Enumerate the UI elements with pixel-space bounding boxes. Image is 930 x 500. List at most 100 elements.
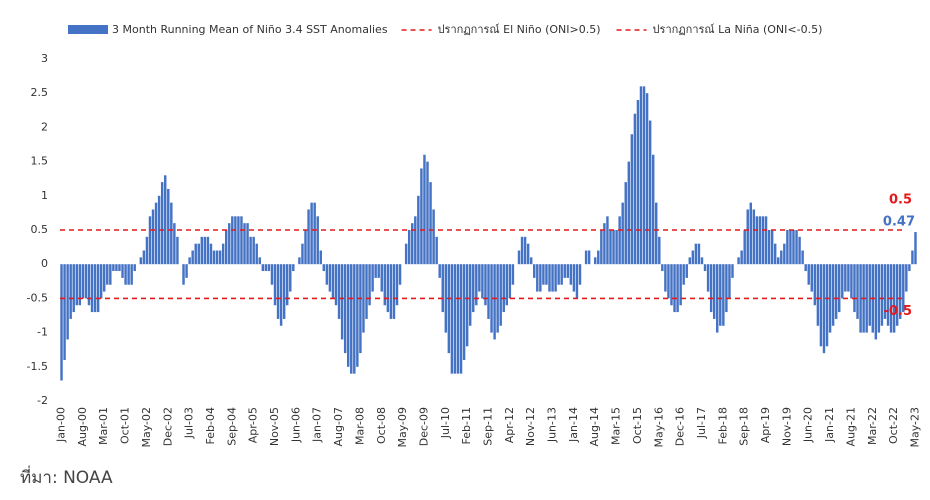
bar [96, 264, 100, 313]
bar [261, 264, 265, 272]
bar [886, 264, 890, 326]
bar [423, 154, 426, 265]
bar [758, 216, 762, 265]
bar [651, 154, 655, 265]
x-tick-label: Sep-11 [482, 407, 495, 446]
y-tick-label: 1 [41, 189, 48, 202]
bar [289, 264, 292, 292]
bar [597, 250, 600, 265]
bar [566, 264, 570, 278]
bar [633, 113, 637, 265]
bar [752, 209, 756, 265]
bar [505, 264, 509, 306]
bar [679, 264, 682, 306]
bar [569, 264, 573, 285]
bar [231, 216, 234, 265]
x-tick-label: Sep-18 [738, 407, 751, 446]
bar [877, 264, 881, 333]
bar [847, 264, 850, 292]
y-tick-label: 0.5 [31, 223, 49, 236]
bar [133, 264, 136, 272]
bar [359, 264, 362, 354]
bar [292, 264, 295, 272]
y-tick-label: -1 [37, 326, 48, 339]
bar [221, 243, 225, 265]
bar [661, 264, 664, 272]
bar [414, 216, 417, 265]
bar [212, 250, 216, 265]
bar [109, 264, 112, 285]
bar [374, 264, 377, 278]
bar [176, 236, 179, 265]
bar [66, 264, 69, 340]
bar [356, 264, 359, 367]
y-tick-label: -2 [37, 394, 48, 407]
bar [667, 264, 670, 299]
bar [468, 264, 472, 326]
bar [78, 264, 82, 306]
bar [487, 264, 490, 319]
x-tick-label: Jul-17 [695, 407, 708, 439]
bar [526, 243, 530, 265]
bar [252, 236, 255, 265]
bar [435, 236, 438, 265]
bar [911, 250, 914, 265]
bar [453, 264, 457, 374]
bar [636, 100, 640, 265]
value-label: 0.47 [883, 215, 915, 230]
x-tick-label: Nov-12 [524, 407, 537, 446]
bar [688, 257, 692, 265]
y-tick-label: -1.5 [27, 360, 48, 373]
bar [264, 264, 268, 272]
bar [121, 264, 124, 278]
bar [697, 243, 701, 265]
bar [371, 264, 374, 292]
bar [868, 264, 871, 326]
bar [600, 230, 603, 265]
bar [914, 232, 917, 265]
bar [838, 264, 841, 313]
bar [523, 236, 527, 265]
bar [337, 264, 341, 319]
bar [429, 182, 432, 265]
bar [536, 264, 539, 292]
bar [856, 264, 859, 319]
bar [87, 264, 91, 306]
bar [459, 264, 463, 374]
bar [908, 264, 911, 272]
x-tick-label: Feb-04 [204, 407, 217, 444]
bar [106, 264, 109, 285]
bar [694, 243, 698, 265]
bar [493, 264, 496, 340]
bar [789, 230, 792, 265]
bar [130, 264, 133, 285]
bar [63, 264, 66, 360]
bar [173, 223, 176, 265]
bar [655, 202, 658, 265]
bar [664, 264, 667, 292]
x-tick-label: Jan-00 [55, 407, 68, 443]
bar [90, 264, 94, 313]
bar [542, 264, 545, 285]
bar [557, 264, 560, 285]
x-tick-label: Dec-09 [417, 407, 430, 446]
bar [764, 216, 768, 265]
y-tick-label: -0.5 [27, 291, 48, 304]
bar [630, 134, 634, 265]
bar [139, 257, 143, 265]
bar [417, 195, 420, 265]
x-tick-label: Feb-18 [716, 407, 729, 444]
bar [895, 264, 899, 326]
bar [551, 264, 554, 292]
bar [899, 264, 902, 319]
x-tick-label: Oct-15 [631, 407, 644, 444]
bar [770, 230, 774, 265]
bar [484, 264, 487, 306]
bar [188, 257, 191, 265]
bar [892, 264, 896, 333]
bar [472, 264, 475, 313]
bar [118, 264, 121, 272]
bar [572, 264, 576, 292]
bar [594, 257, 597, 265]
